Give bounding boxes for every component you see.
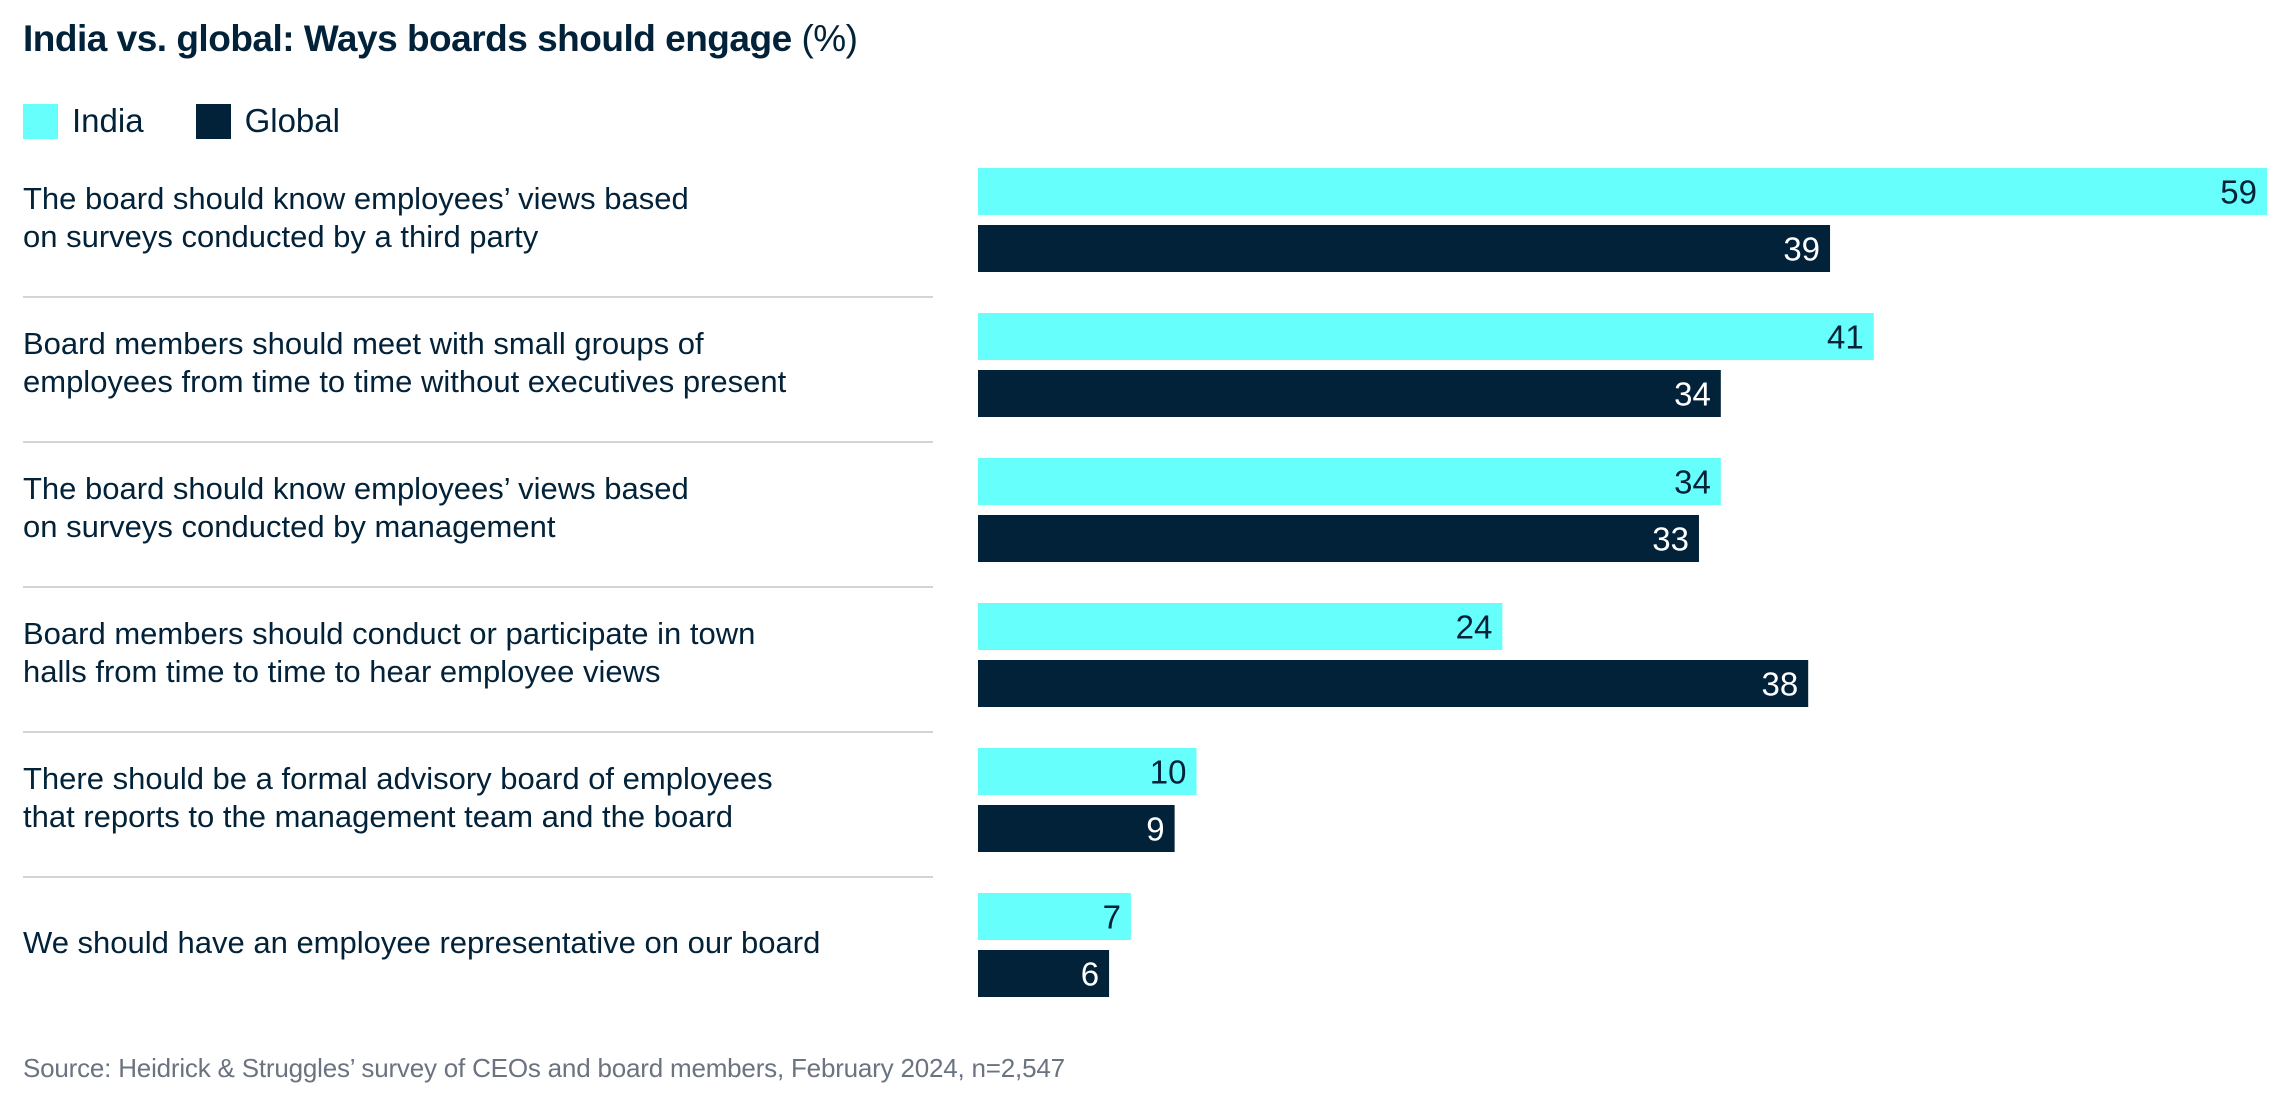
category-label-line: We should have an employee representativ…	[23, 925, 821, 960]
category-label-line: on surveys conducted by a third party	[23, 219, 539, 254]
chart-title-unit: (%)	[801, 18, 858, 59]
data-label-india: 24	[1456, 609, 1493, 646]
row-separator	[23, 296, 933, 298]
legend-swatch-india	[23, 103, 58, 139]
legend: India Global	[23, 102, 392, 140]
legend-label-global: Global	[244, 102, 340, 139]
bar-global	[978, 805, 1175, 852]
row-separator	[23, 876, 933, 878]
legend-swatch-global	[195, 103, 231, 139]
bar-india	[978, 458, 1721, 505]
data-label-global: 6	[1081, 956, 1099, 993]
category-label: Board members should conduct or particip…	[23, 615, 923, 691]
legend-label-india: India	[72, 102, 144, 139]
data-label-india: 7	[1103, 899, 1121, 936]
category-label-line: There should be a formal advisory board …	[23, 761, 773, 796]
category-label: There should be a formal advisory board …	[23, 760, 923, 836]
category-label: Board members should meet with small gro…	[23, 325, 923, 401]
bar-india	[978, 313, 1874, 360]
data-label-global: 38	[1761, 666, 1798, 703]
bar-india	[978, 603, 1503, 650]
bar-global	[978, 225, 1831, 272]
category-label-line: that reports to the management team and …	[23, 799, 734, 834]
data-label-india: 59	[2220, 174, 2257, 211]
category-label: The board should know employees’ views b…	[23, 470, 923, 546]
legend-item-global: Global	[195, 102, 340, 140]
data-label-global: 33	[1652, 521, 1689, 558]
category-label-line: The board should know employees’ views b…	[23, 181, 689, 216]
data-label-india: 10	[1150, 754, 1187, 791]
bar-global	[978, 660, 1809, 707]
chart-title-main: India vs. global: Ways boards should eng…	[23, 18, 792, 59]
category-label-line: The board should know employees’ views b…	[23, 471, 689, 506]
row-separator	[23, 731, 933, 733]
category-label-line: Board members should meet with small gro…	[23, 326, 704, 361]
bar-global	[978, 515, 1699, 562]
data-label-global: 9	[1146, 811, 1164, 848]
row-separator	[23, 586, 933, 588]
data-label-global: 39	[1783, 231, 1820, 268]
category-label-line: employees from time to time without exec…	[23, 364, 787, 399]
category-label: The board should know employees’ views b…	[23, 180, 923, 256]
bar-global	[978, 370, 1721, 417]
category-label-line: halls from time to time to hear employee…	[23, 654, 661, 689]
bar-india	[978, 168, 2267, 215]
data-label-global: 34	[1674, 376, 1711, 413]
chart-title: India vs. global: Ways boards should eng…	[23, 18, 858, 60]
bar-india	[978, 748, 1197, 795]
data-label-india: 41	[1827, 319, 1864, 356]
bar-india	[978, 893, 1131, 940]
category-label: We should have an employee representativ…	[23, 924, 923, 962]
row-separator	[23, 441, 933, 443]
bar-global	[978, 950, 1110, 997]
category-label-line: Board members should conduct or particip…	[23, 616, 756, 651]
data-label-india: 34	[1674, 464, 1711, 501]
category-label-line: on surveys conducted by management	[23, 509, 556, 544]
source-note: Source: Heidrick & Struggles’ survey of …	[23, 1053, 1065, 1083]
legend-item-india: India	[23, 102, 144, 140]
